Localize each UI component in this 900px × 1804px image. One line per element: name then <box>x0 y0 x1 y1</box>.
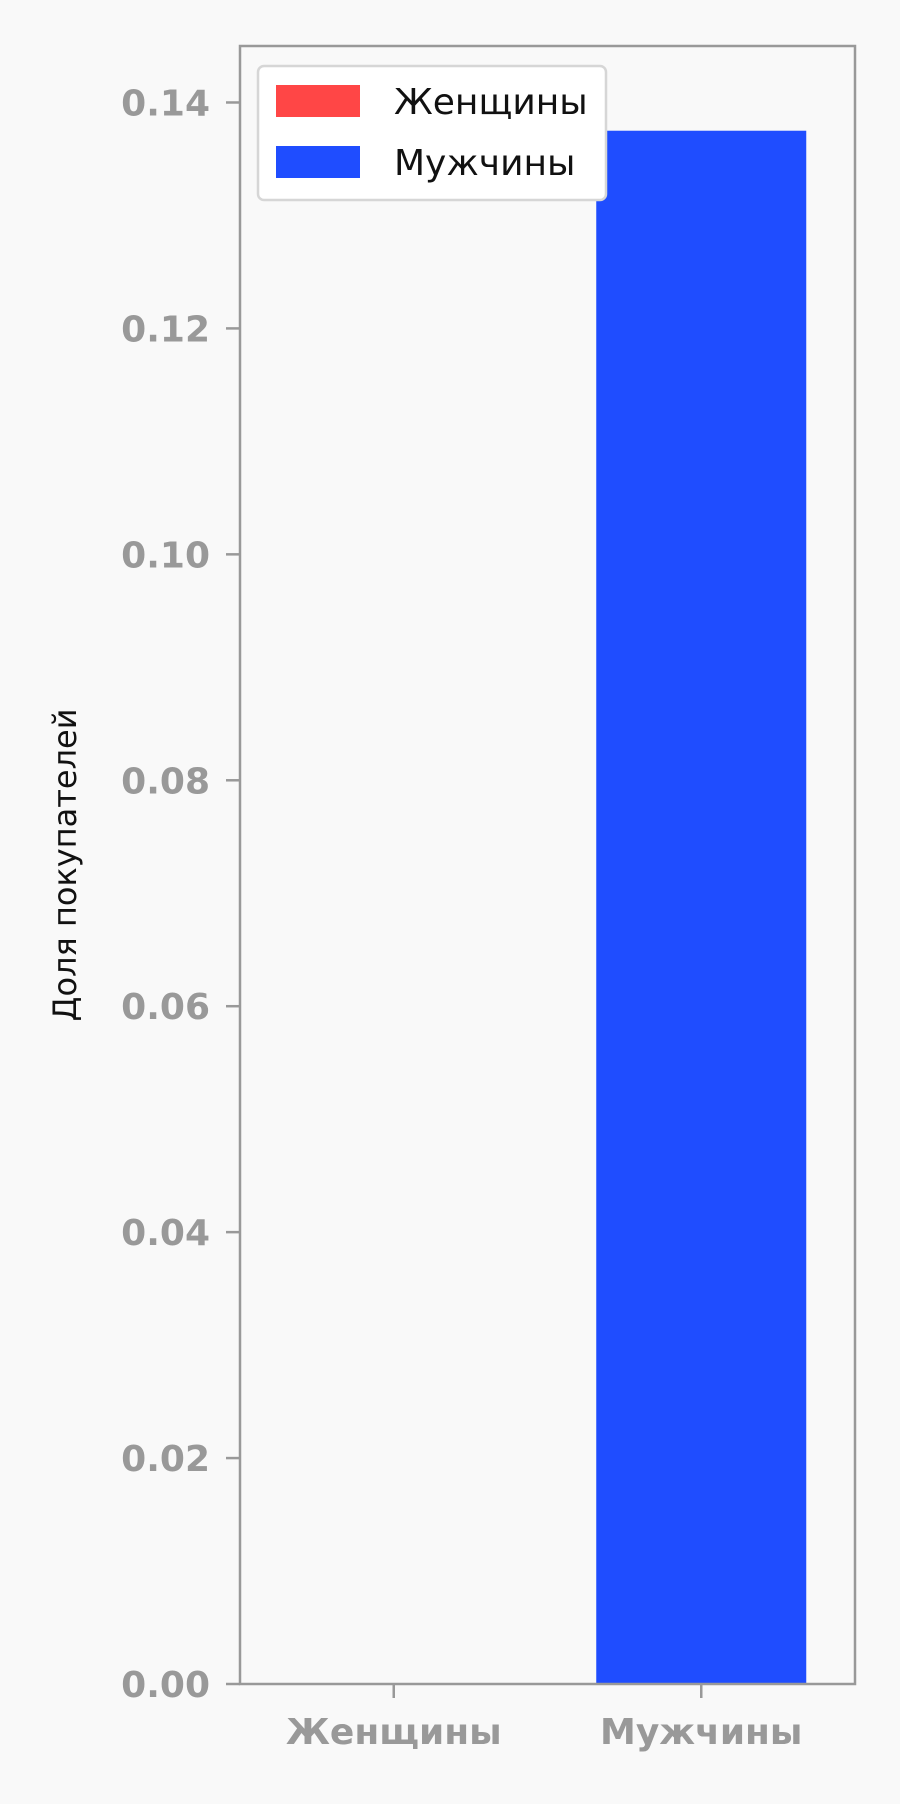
x-axis: Женщины Мужчины <box>286 1684 802 1753</box>
legend-label: Мужчины <box>394 143 575 184</box>
y-tick-label: 0.10 <box>121 535 210 576</box>
x-tick-label: Женщины <box>286 1712 502 1753</box>
y-tick-label: 0.12 <box>121 309 210 350</box>
y-tick-label: 0.14 <box>121 83 210 124</box>
y-tick-label: 0.06 <box>121 987 210 1028</box>
legend: Женщины Мужчины <box>256 64 608 202</box>
legend-swatch <box>276 85 360 117</box>
y-axis: 0.00 0.02 0.04 0.06 0.08 0.10 0.12 0.14 <box>121 83 240 1706</box>
y-tick-label: 0.02 <box>121 1439 210 1480</box>
y-tick-label: 0.00 <box>121 1665 210 1706</box>
plot-frame <box>238 44 857 1686</box>
y-axis-label: Доля покупателей <box>46 708 84 1021</box>
legend-swatch <box>276 146 360 178</box>
bars-layer <box>596 130 807 1685</box>
bar-2 <box>596 130 807 1685</box>
legend-label: Женщины <box>394 82 588 123</box>
y-tick-label: 0.08 <box>121 761 210 802</box>
y-tick-label: 0.04 <box>121 1213 210 1254</box>
x-tick-label: Мужчины <box>600 1712 802 1753</box>
